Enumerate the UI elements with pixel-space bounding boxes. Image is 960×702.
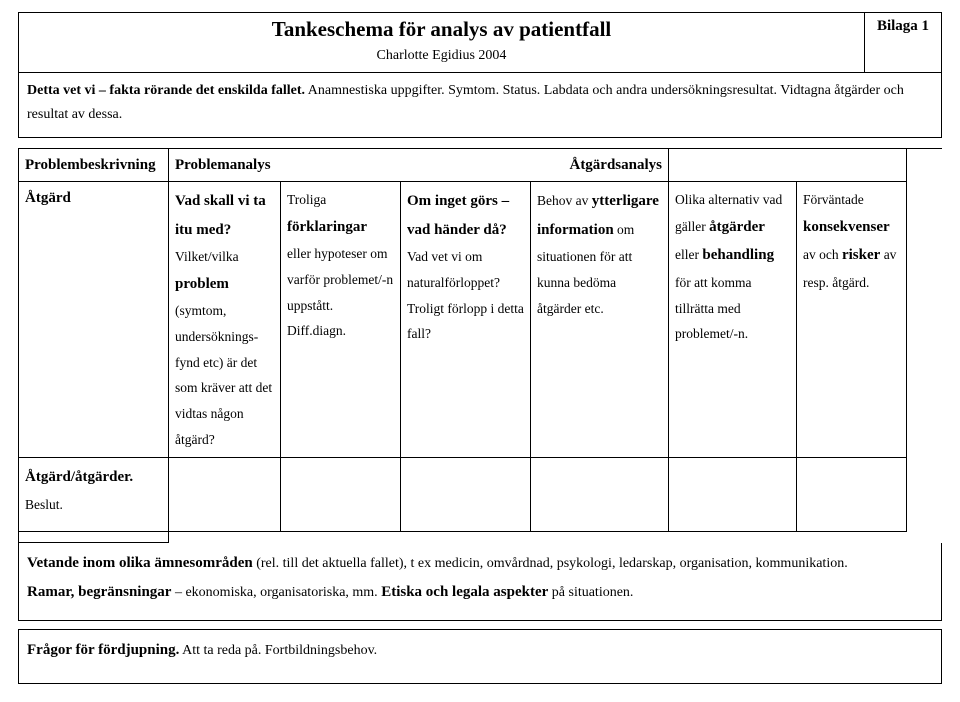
empty-c5: [669, 458, 797, 532]
hdr-atgardsanalys: Åtgärdsanalys: [569, 154, 662, 177]
empty-c3: [401, 458, 531, 532]
empty-c6: [797, 458, 907, 532]
page-root: Tankeschema för analys av patientfall Ch…: [0, 0, 960, 702]
intro-box: Detta vet vi – fakta rörande det enskild…: [18, 73, 942, 138]
hdr-problembeskrivning: Problembeskrivning: [19, 149, 169, 183]
title-cell: Tankeschema för analys av patientfall Ch…: [18, 12, 864, 73]
c5-b1: åtgärder: [709, 219, 765, 235]
empty-c7: [19, 532, 169, 543]
empty-c4: [531, 458, 669, 532]
cell-c7: Åtgärd/åtgärder. Beslut.: [19, 458, 169, 532]
cell-c2: Troliga förklaringar eller hypoteser om …: [281, 182, 401, 458]
vetande-rest3: på situationen.: [548, 585, 633, 600]
c1a: Vad skall vi ta itu med?: [175, 193, 266, 238]
c2-bold: förklaringar: [287, 219, 367, 235]
empty-c2: [281, 458, 401, 532]
c5-p2: eller: [675, 247, 702, 262]
hdr-problemanalys-left: Problemanalys: [175, 157, 271, 173]
cell-c3: Om inget görs – vad händer då? Vad vet v…: [401, 182, 531, 458]
c7-b1: Åtgärd/åtgärder.: [25, 469, 133, 485]
intro-text: Detta vet vi – fakta rörande det enskild…: [27, 79, 933, 127]
fragor-lead: Frågor för fördjupning.: [27, 642, 179, 658]
c6-p1: Förväntade: [803, 192, 864, 207]
vetande-lead: Vetande inom olika ämnesområden: [27, 555, 253, 571]
c6-b1: konsekvenser: [803, 219, 890, 235]
fragor-rest: Att ta reda på. Fortbildningsbehov.: [179, 643, 377, 658]
header-row: Tankeschema för analys av patientfall Ch…: [18, 12, 942, 73]
intro-rest1: Anamnestiska uppgifter. Symtom. Status. …: [305, 83, 904, 98]
c3-p1: Vad vet vi om naturalförloppet? Troligt …: [407, 249, 524, 341]
vetande-lead2: Ramar, begränsningar: [27, 584, 171, 600]
cell-c4: Behov av ytterligare information om situ…: [531, 182, 669, 458]
analysis-grid: Problembeskrivning Problemanalys Åtgärds…: [18, 148, 942, 543]
bilaga-cell: Bilaga 1: [864, 12, 942, 73]
bilaga-label: Bilaga 1: [877, 18, 929, 34]
cell-c5: Olika alternativ vad gäller åtgärder ell…: [669, 182, 797, 458]
c7-p1: Beslut.: [25, 497, 63, 512]
intro-rest2: resultat av dessa.: [27, 107, 122, 122]
doc-title: Tankeschema för analys av patientfall: [27, 17, 856, 42]
vetande-mid2: – ekonomiska, organisatoriska, mm.: [171, 585, 381, 600]
c5-p3: för att komma tillrätta med problemet/-n…: [675, 275, 751, 341]
c1b-bold: problem: [175, 276, 229, 292]
c1b-post: (symtom, undersöknings-fynd etc) är det …: [175, 303, 272, 446]
c5-b2: behandling: [702, 247, 774, 263]
c1b-pre: Vilket/vilka: [175, 249, 239, 264]
vetande-rest: (rel. till det aktuella fallet), t ex me…: [253, 556, 848, 571]
c4-p1: Behov av: [537, 193, 592, 208]
c2-post: eller hypoteser om varför problemet/-n u…: [287, 246, 393, 338]
doc-subtitle: Charlotte Egidius 2004: [27, 48, 856, 64]
vetande-box: Vetande inom olika ämnesområden (rel. ti…: [18, 543, 942, 621]
c6-b2: risker: [842, 247, 880, 263]
c6-p2: av och: [803, 247, 842, 262]
c2-pre: Troliga: [287, 192, 326, 207]
hdr-atgard: Åtgärd: [19, 182, 169, 458]
fragor-box: Frågor för fördjupning. Att ta reda på. …: [18, 629, 942, 684]
empty-c1: [169, 458, 281, 532]
intro-lead: Detta vet vi – fakta rörande det enskild…: [27, 83, 305, 98]
vetande-lead3: Etiska och legala aspekter: [381, 584, 548, 600]
hdr-atgardsanalys-cell: [669, 149, 907, 183]
c3-b1: Om inget görs – vad händer då?: [407, 193, 509, 238]
cell-c1: Vad skall vi ta itu med? Vilket/vilka pr…: [169, 182, 281, 458]
hdr-problemanalys: Problemanalys Åtgärdsanalys: [169, 149, 669, 183]
cell-c6: Förväntade konsekvenser av och risker av…: [797, 182, 907, 458]
